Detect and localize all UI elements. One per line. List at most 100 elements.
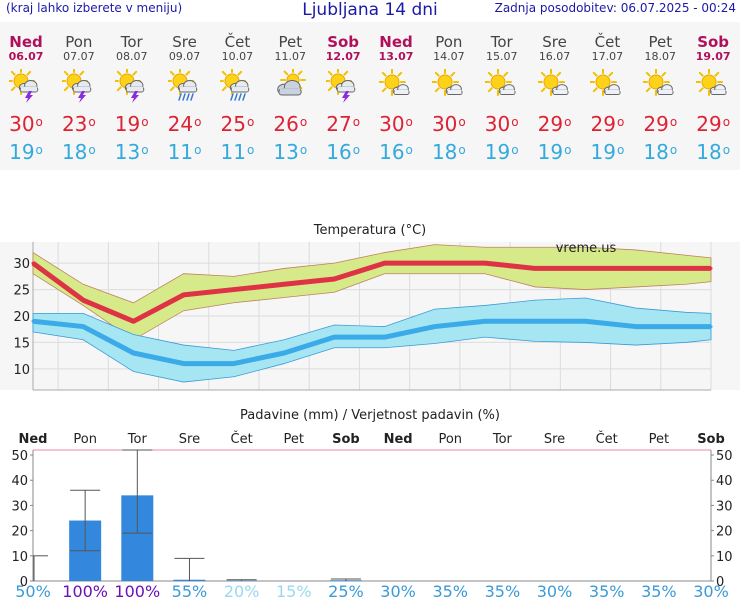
min-temperature: 19o — [9, 140, 43, 164]
day-name: Pon — [65, 33, 93, 51]
max-temperature-point — [131, 319, 135, 323]
precipitation-probability-label: 30% — [693, 582, 729, 600]
max-temperature-point — [232, 288, 236, 292]
day-name: Pon — [435, 33, 463, 51]
day-name: Pet — [648, 33, 673, 51]
day-date: 10.07 — [221, 50, 254, 63]
degree-sign: o — [616, 143, 625, 157]
min-temperature-point — [383, 335, 387, 339]
min-temperature-point — [332, 335, 336, 339]
y-tick-label: 30 — [13, 257, 30, 272]
y-tick-label-right: 20 — [716, 525, 733, 540]
precipitation-probability-label: 55% — [172, 582, 208, 600]
temperature-chart-title: Temperatura (°C) — [313, 223, 426, 238]
max-temperature-point — [433, 261, 437, 265]
degree-sign: o — [88, 115, 96, 129]
x-tick-label: Pon — [73, 432, 97, 447]
max-temperature: 29o — [643, 112, 678, 136]
forecast-day: Ned 06.07 30o 19o — [0, 22, 52, 164]
day-date: 09.07 — [168, 50, 201, 63]
degree-sign: o — [669, 115, 678, 129]
max-temperature-point — [383, 261, 387, 265]
degree-sign: o — [458, 143, 466, 157]
max-temperature-point — [31, 261, 35, 265]
y-tick-label-right: 40 — [716, 474, 733, 489]
day-name: Čet — [224, 33, 251, 51]
min-temperature-point — [684, 325, 688, 329]
degree-sign: o — [194, 115, 202, 129]
day-name: Tor — [120, 33, 143, 51]
degree-sign: o — [405, 115, 413, 129]
forecast-day: Ned 13.07 30o 16o — [370, 22, 422, 164]
sun-cloud-rain-icon — [167, 69, 197, 101]
sun-small-cloud-icon — [484, 69, 516, 96]
precipitation-probability-label: 15% — [276, 582, 312, 600]
min-temperature: 18o — [431, 140, 466, 164]
sun-small-cloud-icon — [537, 69, 569, 96]
degree-sign: o — [35, 115, 43, 129]
forecast-day: Sre 09.07 24o 11o — [159, 22, 211, 163]
day-date: 18.07 — [644, 50, 677, 63]
forecast-day: Pet 18.07 29o 18o — [634, 22, 686, 163]
forecast-day: Pet 11.07 26o 13o — [264, 22, 316, 164]
max-temperature-point — [709, 266, 713, 270]
min-temperature: 16o — [326, 140, 361, 164]
x-tick-label: Sob — [697, 432, 725, 447]
day-name: Sre — [172, 33, 197, 51]
forecast-day: Tor 15.07 30o 19o — [476, 22, 528, 163]
day-date: 11.07 — [274, 50, 307, 63]
day-name: Čet — [594, 33, 621, 51]
precipitation-probability-label: 20% — [224, 582, 260, 600]
degree-sign: o — [458, 115, 466, 129]
x-tick-label: Pon — [438, 432, 462, 447]
max-temperature: 27o — [326, 112, 361, 136]
max-temperature: 30o — [431, 112, 466, 136]
max-temperature-point — [533, 266, 537, 270]
degree-sign: o — [616, 115, 625, 129]
y-tick-label-right: 0 — [716, 575, 724, 590]
day-date: 14.07 — [433, 50, 465, 63]
min-temperature: 19o — [537, 140, 572, 164]
degree-sign: o — [511, 115, 519, 129]
degree-sign: o — [299, 143, 308, 157]
x-tick-label: Ned — [384, 432, 413, 447]
x-tick-label: Sre — [179, 432, 200, 447]
min-temperature: 19o — [484, 140, 519, 164]
degree-sign: o — [246, 143, 255, 157]
x-tick-label: Tor — [492, 432, 513, 447]
precipitation-probability-label: 35% — [485, 582, 521, 600]
sun-small-cloud-icon — [590, 69, 622, 96]
degree-sign: o — [564, 115, 572, 129]
max-temperature: 23o — [61, 112, 96, 136]
min-temperature-point — [182, 362, 186, 366]
y-tick-label-left: 40 — [11, 474, 28, 489]
max-temperature: 24o — [167, 112, 202, 136]
y-tick-label-right: 10 — [716, 550, 733, 565]
x-tick-label: Sob — [332, 432, 360, 447]
x-tick-label: Sre — [544, 432, 565, 447]
day-date: 07.07 — [63, 50, 95, 63]
degree-sign: o — [194, 143, 202, 157]
degree-sign: o — [511, 143, 519, 157]
x-tick-label: Čet — [596, 431, 618, 447]
max-temperature: 30o — [484, 112, 519, 136]
degree-sign: o — [88, 143, 96, 157]
max-temperature-point — [182, 293, 186, 297]
sun-cloud-thunder-icon — [9, 69, 39, 103]
day-date: 19.07 — [695, 50, 731, 63]
day-date: 16.07 — [538, 50, 571, 63]
precipitation-probability-label: 25% — [328, 582, 364, 600]
x-tick-label: Pet — [649, 432, 669, 447]
day-name: Tor — [490, 33, 513, 51]
max-temperature-point — [81, 298, 85, 302]
forecast-strip: Ned 06.07 30o 19o Pon 07.07 23o 18o Tor 08.07 19o 1… — [0, 22, 740, 170]
page-title: Ljubljana 14 dni — [302, 0, 438, 20]
day-name: Pet — [278, 33, 303, 51]
day-name: Sre — [542, 33, 567, 51]
max-temperature-point — [483, 261, 487, 265]
sun-cloud-thunder-icon — [114, 69, 145, 103]
forecast-day: Tor 08.07 19o 13o — [106, 22, 158, 163]
min-temperature-point — [81, 325, 85, 329]
max-temperature: 25o — [220, 112, 255, 136]
precipitation-probability-label: 35% — [641, 582, 677, 600]
